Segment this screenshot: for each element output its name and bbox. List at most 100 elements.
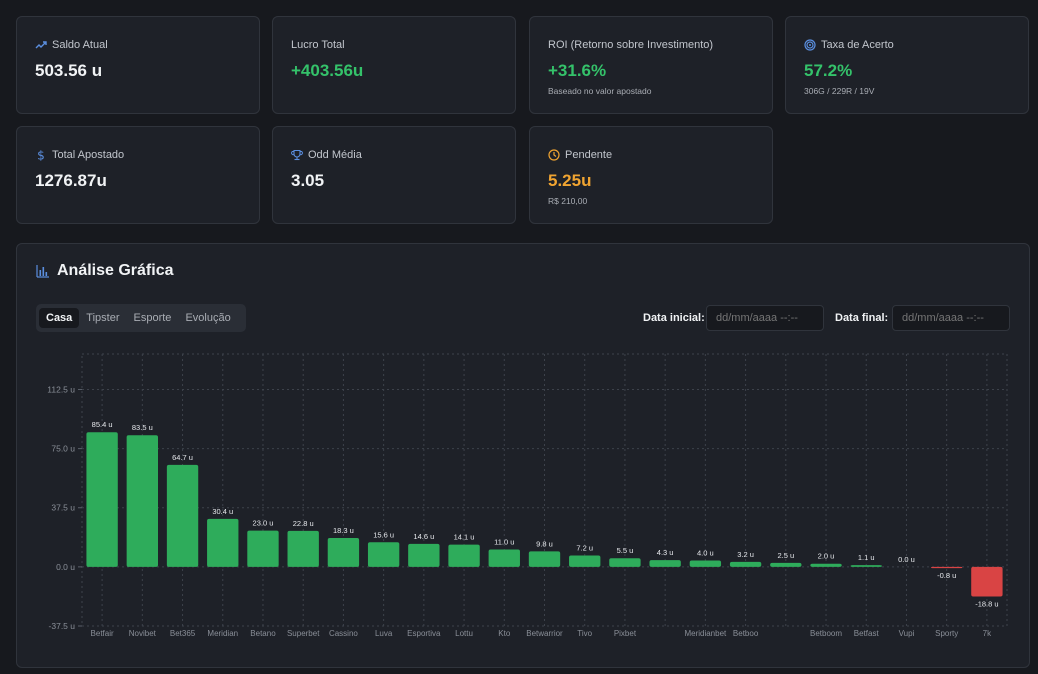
card-saldo-atual: Saldo Atual 503.56 u <box>16 16 260 114</box>
bar-value-label: 5.5 u <box>617 546 634 555</box>
bar <box>930 566 963 569</box>
x-tick-label: Pixbet <box>614 629 637 638</box>
bar <box>649 560 681 567</box>
trophy-icon <box>291 149 303 161</box>
clock-icon <box>548 149 560 161</box>
bar-chart-icon <box>36 264 50 278</box>
bar <box>327 538 360 567</box>
bar-value-label: 2.0 u <box>818 552 835 561</box>
y-tick-label: 37.5 u <box>51 503 75 513</box>
tab-casa[interactable]: Casa <box>39 308 80 328</box>
card-total-apostado: $ Total Apostado 1276.87u <box>16 126 260 224</box>
x-tick-label: Esportiva <box>407 629 441 638</box>
y-tick-label: 75.0 u <box>51 444 75 454</box>
pendente-value: 5.25u <box>548 171 592 190</box>
bar <box>166 464 199 567</box>
bar-value-label: -18.8 u <box>975 600 998 609</box>
bar <box>810 563 842 567</box>
bar-value-label: 4.3 u <box>657 548 674 557</box>
card-lucro-total: Lucro Total +403.56u <box>272 16 516 114</box>
saldo-value: 503.56 u <box>35 61 103 80</box>
bar <box>367 542 400 567</box>
bar <box>247 530 279 567</box>
x-tick-label: 7k <box>983 629 992 638</box>
tab-evolucao[interactable]: Evolução <box>185 312 231 324</box>
bar-value-label: 1.1 u <box>858 553 875 562</box>
bar-value-label: 14.6 u <box>413 532 434 541</box>
bar <box>408 543 440 567</box>
dollar-icon: $ <box>35 149 47 161</box>
x-tick-label: Novibet <box>129 629 157 638</box>
bar <box>86 432 118 567</box>
date-end-label: Data final: <box>835 312 889 324</box>
x-tick-label: Bet365 <box>170 629 196 638</box>
odd-label: Odd Média <box>308 149 362 161</box>
bar <box>528 551 561 567</box>
bar-value-label: -0.8 u <box>937 571 956 580</box>
target-icon <box>804 39 816 51</box>
x-tick-label: Betano <box>250 629 276 638</box>
bar <box>971 566 1003 597</box>
bar <box>448 544 480 567</box>
bar-value-label: 4.0 u <box>697 549 714 558</box>
odd-value: 3.05 <box>291 171 325 190</box>
tab-tipster[interactable]: Tipster <box>86 312 120 324</box>
bar-value-label: 85.4 u <box>92 420 113 429</box>
bar-value-label: 18.3 u <box>333 526 354 535</box>
analysis-title: Análise Gráfica <box>57 262 174 279</box>
bar <box>609 558 641 567</box>
bar-value-label: 3.2 u <box>737 550 754 559</box>
trend-up-icon <box>35 39 47 51</box>
bar-value-label: 9.8 u <box>536 539 553 548</box>
analysis-tabs: Casa Tipster Esporte Evolução <box>36 304 246 332</box>
pendente-sub: R$ 210,00 <box>548 196 588 206</box>
pendente-label: Pendente <box>565 149 613 161</box>
acerto-value: 57.2% <box>804 61 853 80</box>
bar <box>569 555 601 567</box>
bar <box>287 530 319 567</box>
x-tick-label: Luva <box>375 629 393 638</box>
apostado-value: 1276.87u <box>35 171 107 190</box>
acerto-label: Taxa de Acerto <box>821 39 894 51</box>
x-tick-label: Superbet <box>287 629 320 638</box>
apostado-label: Total Apostado <box>52 149 125 161</box>
x-tick-label: Vupi <box>899 629 915 638</box>
plot-frame <box>81 353 1008 627</box>
x-tick-label: Sporty <box>935 629 958 638</box>
card-odd-media: Odd Média 3.05 <box>272 126 516 224</box>
date-end-input[interactable] <box>892 305 1010 331</box>
x-tick-label: Kto <box>498 629 511 638</box>
y-tick-label: 0.0 u <box>56 562 75 572</box>
bar <box>689 560 722 567</box>
bar-value-label: 2.5 u <box>777 551 794 560</box>
bar-value-label: 22.8 u <box>293 519 314 528</box>
bar-value-label: 7.2 u <box>576 544 593 553</box>
bar-value-label: 11.0 u <box>494 538 514 547</box>
analysis-panel: Análise Gráfica Casa Tipster Esporte Evo… <box>16 243 1030 668</box>
bar-value-label: 14.1 u <box>454 533 475 542</box>
acerto-sub: 306G / 229R / 19V <box>804 86 875 96</box>
bar-value-label: 64.7 u <box>172 453 193 462</box>
bar <box>488 549 520 567</box>
bar <box>207 518 239 567</box>
roi-sub: Baseado no valor apostado <box>548 86 652 96</box>
bar <box>770 562 802 567</box>
date-start-input[interactable] <box>706 305 824 331</box>
bar-value-label: 15.6 u <box>373 530 394 539</box>
card-pendente: Pendente 5.25u R$ 210,00 <box>529 126 773 224</box>
saldo-label: Saldo Atual <box>52 39 108 51</box>
x-tick-label: Betboo <box>733 629 759 638</box>
svg-text:$: $ <box>37 149 45 161</box>
roi-label: ROI (Retorno sobre Investimento) <box>548 39 714 51</box>
y-tick-label: 112.5 u <box>47 384 75 394</box>
date-start-label: Data inicial: <box>643 312 705 324</box>
card-roi: ROI (Retorno sobre Investimento) +31.6% … <box>529 16 773 114</box>
lucro-label: Lucro Total <box>291 39 345 51</box>
bar-value-label: 23.0 u <box>253 519 274 528</box>
bar <box>729 561 762 567</box>
bar <box>850 565 882 567</box>
tab-esporte[interactable]: Esporte <box>133 312 172 324</box>
x-tick-label: Meridianbet <box>684 629 727 638</box>
x-tick-label: Betboom <box>810 629 842 638</box>
